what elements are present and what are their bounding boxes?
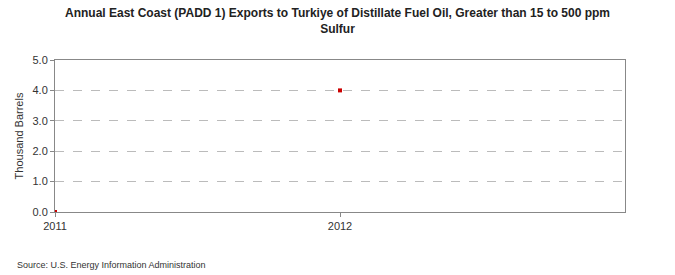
svg-text:Thousand Barrels: Thousand Barrels	[13, 92, 25, 179]
svg-text:0.0: 0.0	[33, 206, 48, 218]
svg-text:2011: 2011	[43, 220, 67, 232]
svg-text:2012: 2012	[328, 220, 352, 232]
svg-text:Source: U.S. Energy Informatio: Source: U.S. Energy Information Administ…	[17, 260, 206, 270]
svg-text:3.0: 3.0	[33, 115, 48, 127]
svg-text:1.0: 1.0	[33, 175, 48, 187]
svg-text:4.0: 4.0	[33, 84, 48, 96]
svg-text:5.0: 5.0	[33, 54, 48, 66]
svg-text:Annual East Coast (PADD 1) Exp: Annual East Coast (PADD 1) Exports to Tu…	[65, 6, 610, 36]
svg-text:2.0: 2.0	[33, 145, 48, 157]
